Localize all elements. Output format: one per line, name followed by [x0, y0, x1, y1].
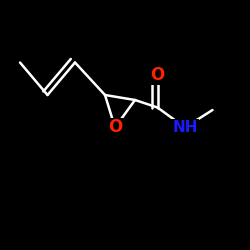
Text: NH: NH [172, 120, 198, 135]
Text: O: O [108, 118, 122, 136]
Text: O: O [150, 66, 164, 84]
